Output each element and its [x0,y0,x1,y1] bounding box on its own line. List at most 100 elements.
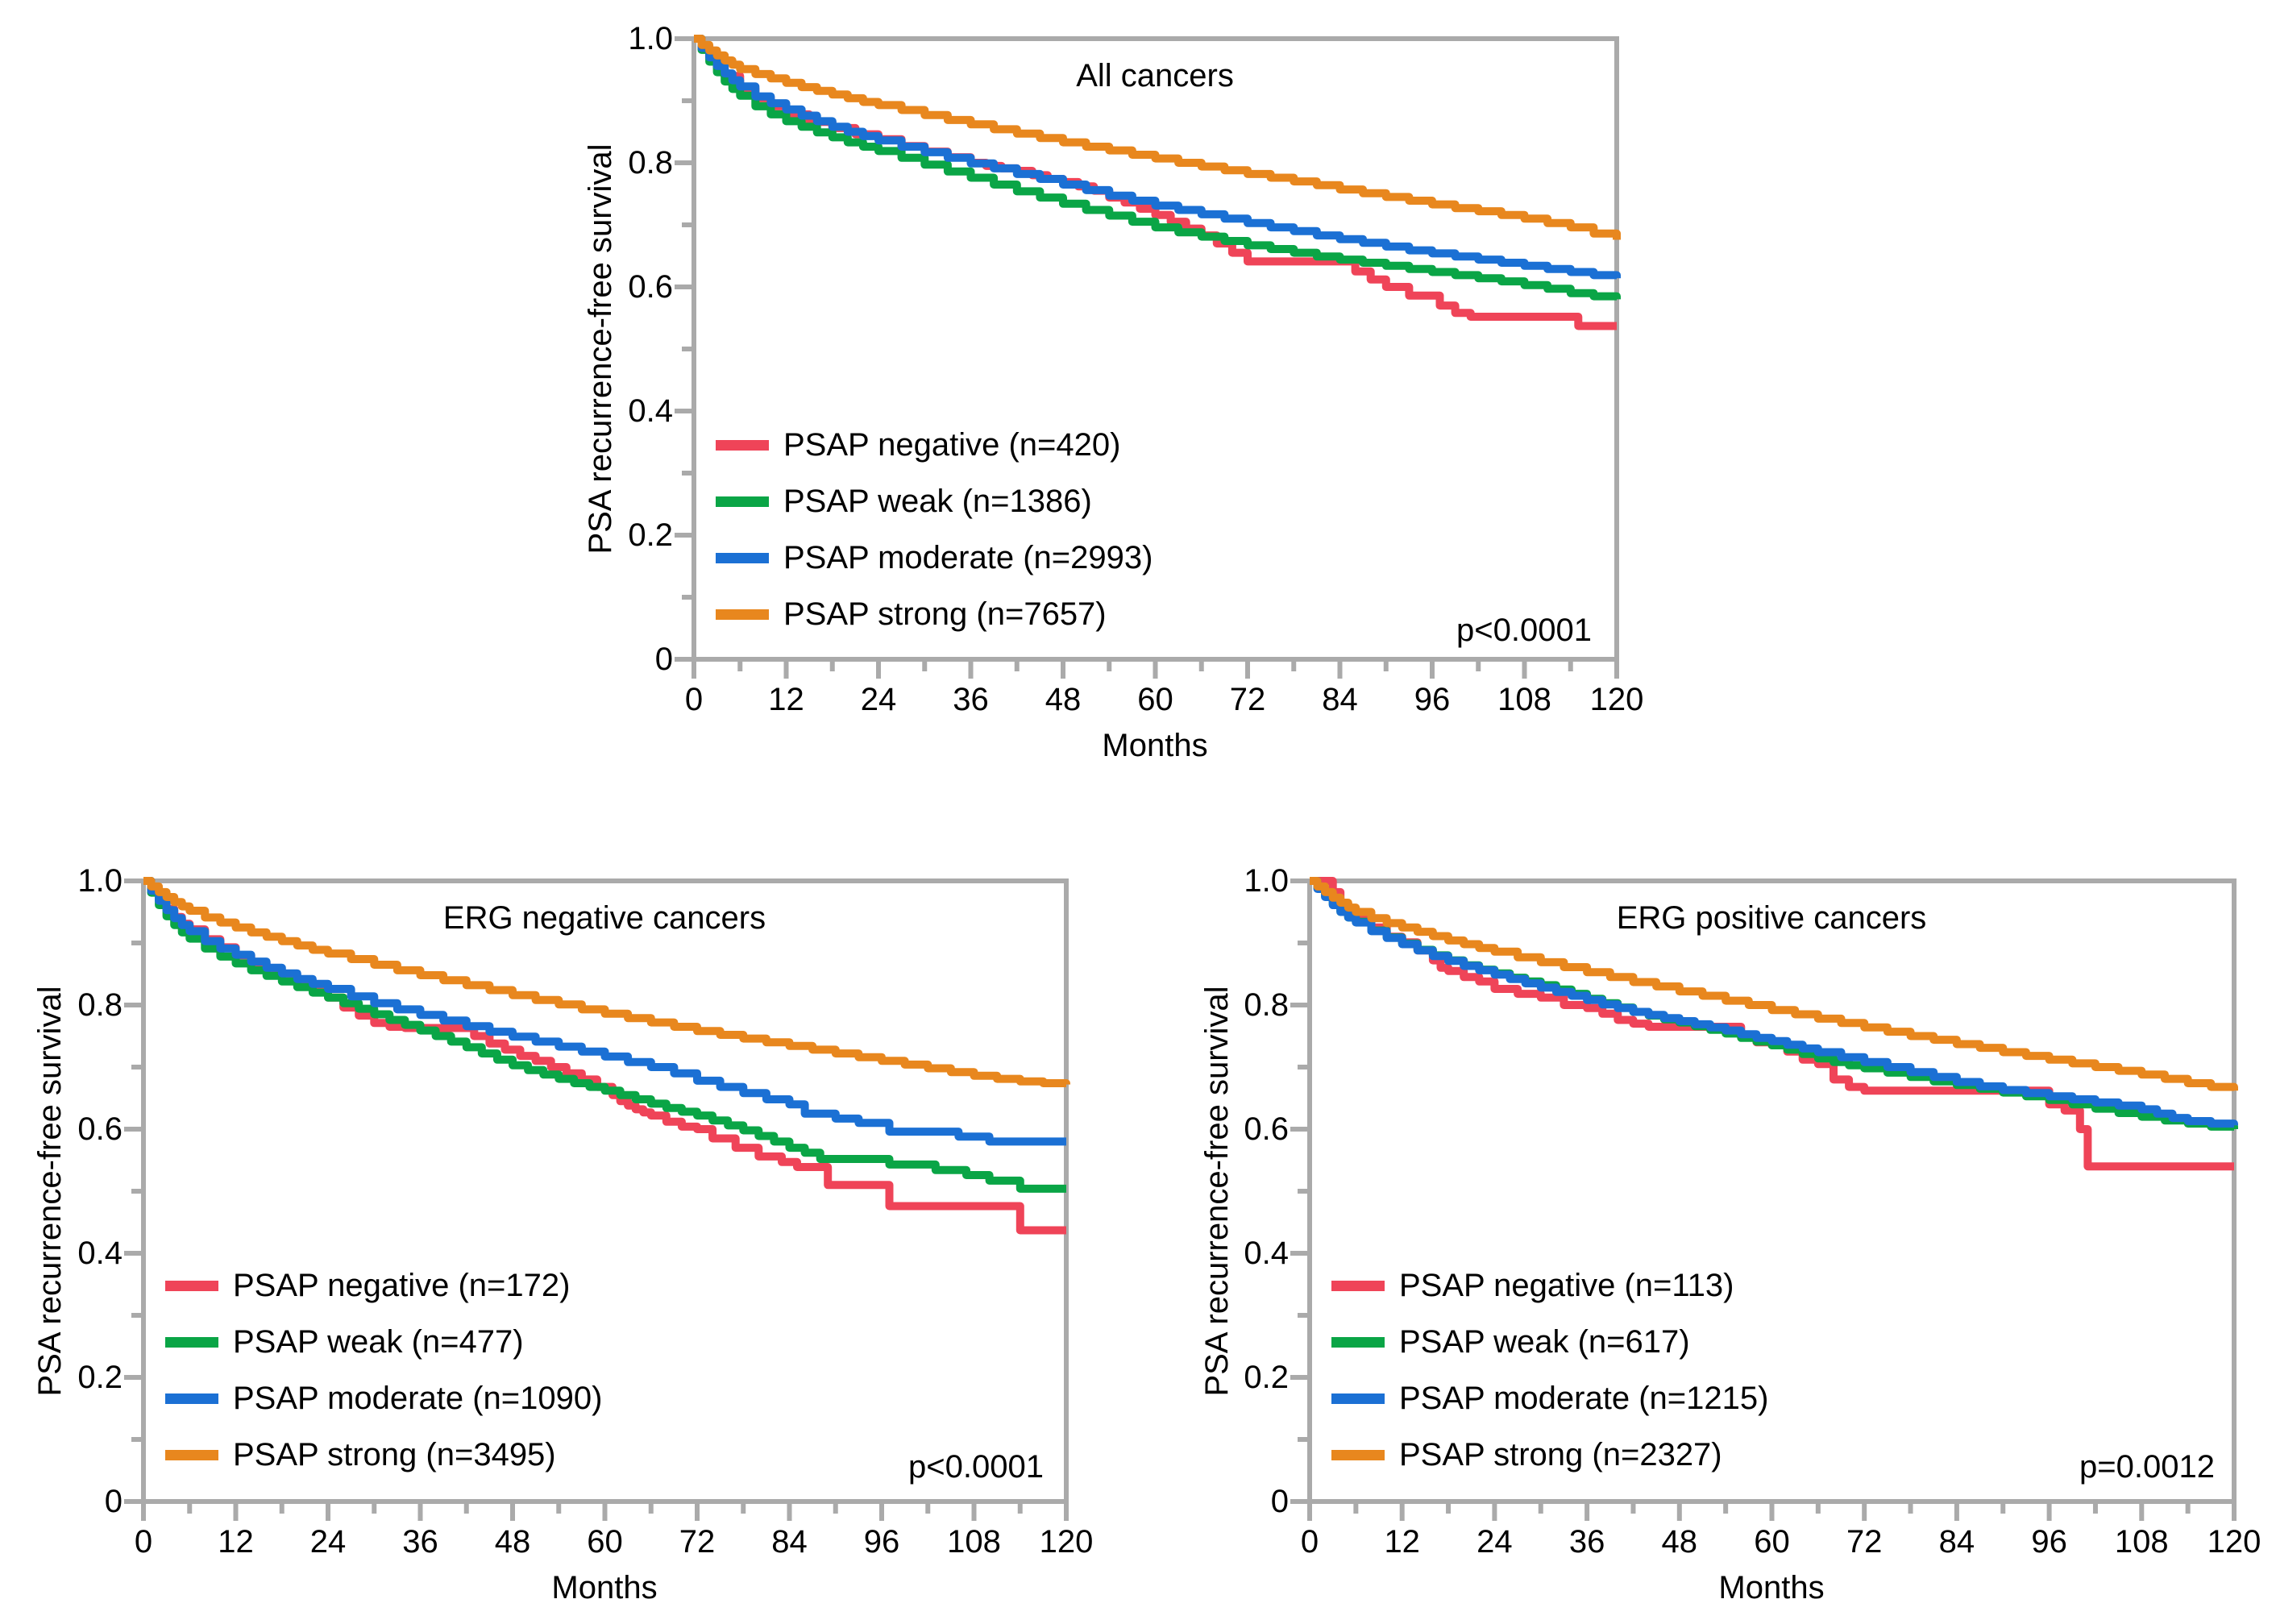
x-tick-label: 84 [771,1524,808,1560]
x-tick-label: 36 [1568,1524,1605,1560]
legend-label: PSAP strong (n=2327) [1399,1437,1722,1472]
x-tick-label: 36 [402,1524,438,1560]
x-tick-label: 0 [1300,1524,1319,1560]
legend-swatch-psap-weak [716,496,769,507]
legend-label: PSAP moderate (n=1215) [1399,1381,1769,1416]
x-tick-label: 0 [684,682,704,717]
x-tick-label: 0 [134,1524,153,1560]
legend-label: PSAP weak (n=617) [1399,1324,1690,1360]
p-value: p=0.0012 [2079,1449,2215,1485]
plot-title-all-cancers: All cancers [1076,58,1234,93]
legend-swatch-psap-negative [1331,1280,1385,1291]
x-tick-label: 48 [494,1524,531,1560]
legend-swatch-psap-negative [716,439,769,451]
x-tick-label: 108 [947,1524,1001,1560]
y-tick-label: 0.8 [77,987,123,1023]
y-tick-label: 0.6 [628,269,673,305]
x-tick-label: 120 [1039,1524,1094,1560]
legend-swatch-psap-weak [1331,1336,1385,1348]
x-tick-label: 120 [1589,682,1644,717]
legend-label: PSAP weak (n=1386) [783,484,1092,519]
legend-item-psap-negative: PSAP negative (n=113) [1331,1268,1768,1303]
p-value: p<0.0001 [1456,613,1592,648]
legend-swatch-psap-weak [165,1336,218,1348]
x-tick-label: 48 [1661,1524,1698,1560]
x-tick-label: 24 [860,682,897,717]
x-tick-label: 24 [309,1524,347,1560]
legend-label: PSAP strong (n=3495) [233,1437,556,1472]
legend: PSAP negative (n=113) PSAP weak (n=617) … [1331,1268,1768,1493]
legend-swatch-psap-strong [716,608,769,620]
x-tick-label: 108 [1497,682,1551,717]
x-tick-label: 12 [1384,1524,1420,1560]
legend-item-psap-strong: PSAP strong (n=2327) [1331,1437,1768,1472]
legend-label: PSAP weak (n=477) [233,1324,524,1360]
y-tick-label: 0.6 [1244,1111,1289,1147]
y-tick-label: 0.4 [77,1236,123,1271]
y-axis-label: PSA recurrence-free survival [1199,986,1235,1397]
x-tick-label: 60 [1137,682,1173,717]
legend-label: PSAP negative (n=113) [1399,1268,1734,1303]
legend-swatch-psap-strong [1331,1449,1385,1460]
legend-label: PSAP strong (n=7657) [783,596,1107,632]
y-tick-label: 0 [654,642,673,677]
y-tick-label: 0.4 [628,393,673,429]
p-value: p<0.0001 [908,1449,1044,1485]
x-tick-label: 120 [2207,1524,2261,1560]
plot-title-erg-positive: ERG positive cancers [1616,900,1927,936]
legend-item-psap-moderate: PSAP moderate (n=2993) [716,540,1153,575]
x-tick-label: 24 [1476,1524,1513,1560]
x-tick-label: 96 [1414,682,1451,717]
legend-label: PSAP negative (n=420) [783,427,1121,463]
y-tick-label: 0.2 [77,1360,123,1395]
legend-item-psap-negative: PSAP negative (n=172) [165,1268,602,1303]
x-tick-label: 60 [1754,1524,1790,1560]
x-tick-label: 96 [2031,1524,2067,1560]
legend: PSAP negative (n=172) PSAP weak (n=477) … [165,1268,602,1493]
plot-title-erg-negative: ERG negative cancers [442,900,766,936]
legend: PSAP negative (n=420) PSAP weak (n=1386)… [716,427,1153,653]
x-tick-label: 72 [1229,682,1266,717]
y-tick-label: 0.2 [1244,1360,1289,1395]
x-axis-label: Months [551,1570,658,1605]
legend-item-psap-strong: PSAP strong (n=7657) [716,596,1153,632]
y-tick-label: 1.0 [628,21,673,56]
legend-item-psap-negative: PSAP negative (n=420) [716,427,1153,463]
y-tick-label: 0 [1270,1484,1289,1519]
legend-item-psap-weak: PSAP weak (n=477) [165,1324,602,1360]
x-tick-label: 84 [1322,682,1358,717]
x-axis-label: Months [1718,1570,1825,1605]
legend-item-psap-moderate: PSAP moderate (n=1090) [165,1381,602,1416]
x-tick-label: 12 [218,1524,254,1560]
x-tick-label: 72 [679,1524,716,1560]
x-tick-label: 60 [587,1524,623,1560]
y-tick-label: 0.8 [1244,987,1289,1023]
legend-swatch-psap-negative [165,1280,218,1291]
legend-item-psap-strong: PSAP strong (n=3495) [165,1437,602,1472]
y-tick-label: 0.2 [628,517,673,553]
y-tick-label: 0.8 [628,145,673,181]
x-tick-label: 48 [1045,682,1082,717]
x-tick-label: 72 [1846,1524,1883,1560]
y-tick-label: 0.4 [1244,1236,1289,1271]
legend-swatch-psap-moderate [165,1393,218,1404]
legend-swatch-psap-moderate [716,552,769,563]
legend-label: PSAP moderate (n=2993) [783,540,1153,575]
x-tick-label: 12 [768,682,804,717]
x-tick-label: 84 [1938,1524,1975,1560]
legend-swatch-psap-moderate [1331,1393,1385,1404]
legend-item-psap-weak: PSAP weak (n=1386) [716,484,1153,519]
x-tick-label: 108 [2114,1524,2169,1560]
legend-label: PSAP negative (n=172) [233,1268,571,1303]
y-tick-label: 0.6 [77,1111,123,1147]
y-tick-label: 0 [104,1484,123,1519]
y-axis-label: PSA recurrence-free survival [583,143,618,554]
legend-item-psap-moderate: PSAP moderate (n=1215) [1331,1381,1768,1416]
y-tick-label: 1.0 [1244,863,1289,899]
x-tick-label: 96 [863,1524,900,1560]
legend-label: PSAP moderate (n=1090) [233,1381,603,1416]
legend-item-psap-weak: PSAP weak (n=617) [1331,1324,1768,1360]
legend-swatch-psap-strong [165,1449,218,1460]
x-tick-label: 36 [953,682,989,717]
